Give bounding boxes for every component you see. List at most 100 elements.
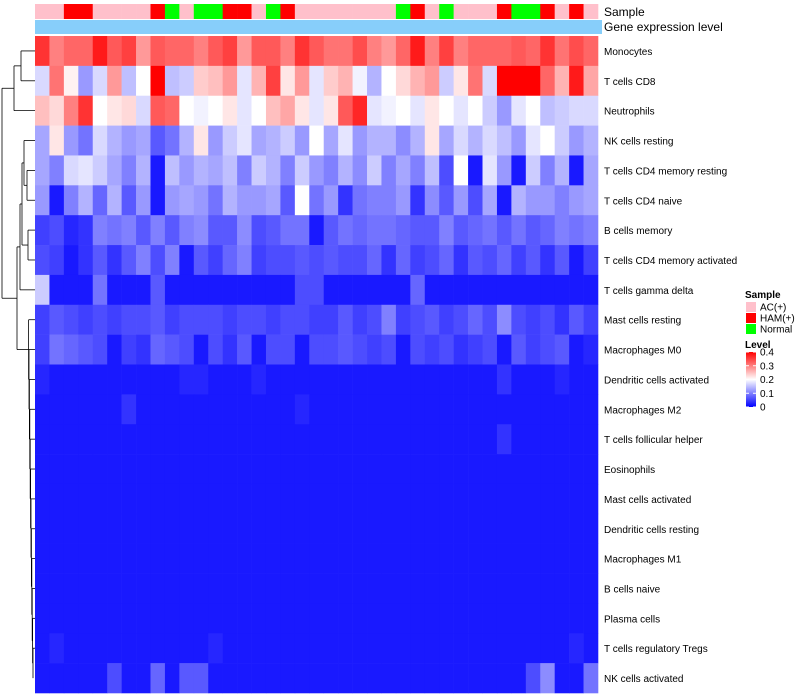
- heatmap-cell: [424, 394, 440, 425]
- heatmap-cell: [309, 304, 325, 335]
- heatmap-cell: [136, 36, 151, 67]
- row-dendrogram: [1, 50, 35, 679]
- heatmap-cell: [453, 304, 469, 335]
- heatmap-cell: [453, 394, 469, 425]
- heatmap-cell: [410, 334, 426, 365]
- heatmap-cell: [424, 454, 440, 485]
- heatmap-cell: [352, 543, 368, 574]
- heatmap-cell: [554, 65, 570, 97]
- heatmap-cell: [309, 663, 325, 694]
- row-label: T cells CD4 memory resting: [604, 166, 727, 177]
- heatmap-cell: [92, 663, 108, 694]
- heatmap-cell: [251, 603, 267, 634]
- heatmap-cell: [511, 334, 527, 365]
- heatmap-cell: [511, 36, 527, 67]
- heatmap-cell: [121, 304, 137, 335]
- heatmap-cell: [294, 304, 310, 335]
- heatmap-cell: [525, 633, 541, 664]
- heatmap-cell: [107, 454, 122, 485]
- heatmap-cell: [453, 573, 469, 604]
- heatmap-cell: [424, 364, 440, 395]
- heatmap-cell: [482, 155, 498, 186]
- heatmap-cell: [92, 573, 108, 604]
- heatmap-cell: [410, 513, 426, 544]
- heatmap-cell: [410, 364, 426, 395]
- heatmap-cell: [222, 454, 238, 485]
- heatmap-cell: [525, 543, 541, 574]
- heatmap-cell: [496, 36, 512, 67]
- heatmap-cell: [583, 364, 599, 395]
- heatmap-cell: [367, 454, 382, 485]
- heatmap-cell: [540, 125, 555, 156]
- heatmap-cell: [482, 573, 498, 604]
- heatmap-cell: [395, 155, 411, 186]
- sample-annotation-cell: [121, 4, 137, 19]
- heatmap-cell: [121, 215, 137, 246]
- heatmap-cell: [439, 424, 454, 455]
- heatmap-cell: [208, 394, 223, 425]
- heatmap-cell: [49, 245, 65, 276]
- heatmap-cell: [92, 633, 108, 664]
- heatmap-cell: [309, 65, 325, 97]
- heatmap-cell: [35, 424, 50, 455]
- heatmap-cell: [193, 155, 209, 186]
- heatmap-cell: [164, 215, 180, 246]
- heatmap-cell: [164, 573, 180, 604]
- heatmap-cell: [92, 36, 108, 67]
- heatmap-cell: [468, 573, 483, 604]
- heatmap-cell: [482, 663, 498, 694]
- heatmap-cell: [164, 155, 180, 186]
- heatmap-cell: [410, 663, 426, 694]
- heatmap-cell: [35, 573, 50, 604]
- heatmap-cell: [150, 95, 166, 126]
- heatmap-cell: [496, 125, 512, 156]
- sample-annotation-cell: [92, 4, 108, 19]
- heatmap-cell: [35, 304, 50, 335]
- heatmap-cell: [496, 215, 512, 246]
- heatmap-cell: [424, 334, 440, 365]
- heatmap-cell: [583, 633, 599, 664]
- heatmap-cell: [540, 245, 555, 276]
- heatmap-cell: [540, 36, 555, 67]
- heatmap-cell: [107, 543, 122, 574]
- heatmap-cell: [164, 513, 180, 544]
- heatmap-cell: [453, 36, 469, 67]
- row-label: Monocytes: [604, 47, 652, 58]
- heatmap-cell: [309, 424, 325, 455]
- heatmap-cell: [294, 573, 310, 604]
- heatmap-cell: [352, 394, 368, 425]
- heatmap-cell: [280, 334, 296, 365]
- heatmap-cell: [294, 543, 310, 574]
- heatmap-cell: [583, 274, 599, 306]
- heatmap-cell: [251, 543, 267, 574]
- heatmap-cell: [410, 215, 426, 246]
- row-label: Macrophages M2: [604, 405, 682, 416]
- heatmap-cell: [63, 573, 79, 604]
- heatmap-cell: [208, 454, 223, 485]
- heatmap-cell: [323, 274, 339, 306]
- heatmap-cell: [468, 36, 483, 67]
- heatmap-cell: [121, 95, 137, 126]
- heatmap-cell: [179, 633, 195, 664]
- heatmap-cell: [352, 274, 368, 306]
- heatmap-cell: [121, 424, 137, 455]
- sample-annotation-label: Sample: [604, 5, 645, 19]
- row-label: T cells regulatory Tregs: [604, 644, 708, 655]
- heatmap-cell: [468, 454, 483, 485]
- level-legend-tick: 0.4: [760, 348, 774, 359]
- sample-annotation-cell: [63, 4, 79, 19]
- heatmap-cell: [511, 513, 527, 544]
- heatmap-cell: [468, 364, 483, 395]
- heatmap-cell: [265, 95, 281, 126]
- heatmap-cell: [121, 274, 137, 306]
- heatmap-cell: [511, 65, 527, 97]
- heatmap-cell: [179, 274, 195, 306]
- heatmap-cell: [569, 245, 584, 276]
- heatmap-cell: [150, 394, 166, 425]
- row-label: Neutrophils: [604, 107, 655, 118]
- heatmap-cell: [583, 36, 599, 67]
- heatmap-cell: [453, 633, 469, 664]
- heatmap-cell: [179, 364, 195, 395]
- heatmap-cell: [179, 36, 195, 67]
- heatmap-cell: [395, 125, 411, 156]
